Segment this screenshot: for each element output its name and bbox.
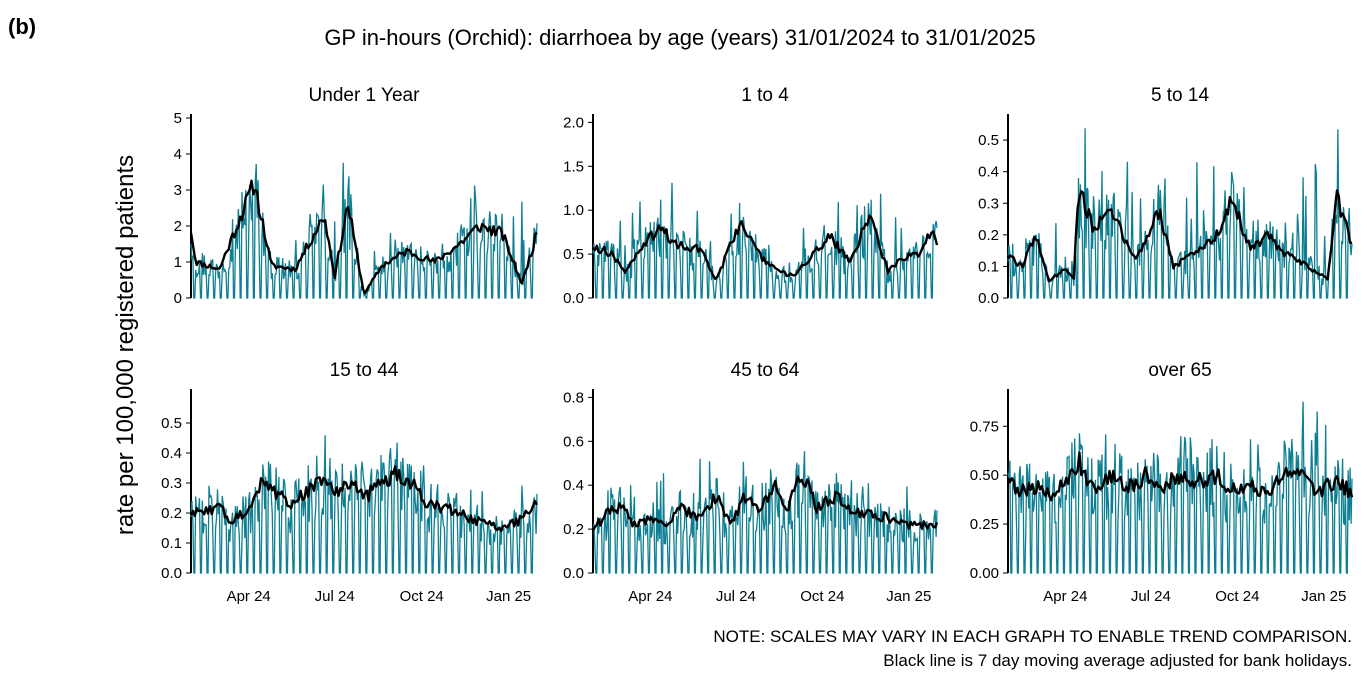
- y-tick-label: 0.0: [978, 290, 999, 307]
- x-tick-label: Jul 24: [716, 588, 756, 605]
- y-tick-label: 0.0: [161, 565, 182, 582]
- facet-panels: Under 1 Year 0 1 2 3 4 5 1 to 4 0.0 0.5 1.0 1.5 2.0 5…: [161, 85, 1354, 605]
- x-tick-label: Oct 24: [400, 588, 444, 605]
- y-tick-label: 0.4: [563, 477, 584, 494]
- x-tick-label: Jan 25: [886, 588, 931, 605]
- x-tick-label: Oct 24: [800, 588, 844, 605]
- y-tick-label: 0.1: [161, 535, 182, 552]
- y-tick-label: 0.2: [161, 505, 182, 522]
- daily-rate-line: [592, 182, 938, 299]
- y-tick-label: 0.4: [161, 445, 182, 462]
- y-tick-label: 0.5: [563, 246, 584, 263]
- x-tick-label: Jan 25: [1301, 588, 1346, 605]
- figure-panel-label: (b): [8, 14, 36, 39]
- y-tick-label: 0.50: [970, 467, 999, 484]
- x-tick-label: Apr 24: [628, 588, 672, 605]
- panel-1-to-4: 1 to 4 0.0 0.5 1.0 1.5 2.0: [563, 85, 939, 307]
- y-tick-label: 1.0: [563, 202, 584, 219]
- moving-average-line: [1006, 451, 1354, 502]
- y-tick-label: 0.3: [161, 475, 182, 492]
- panel-title: 1 to 4: [741, 85, 789, 106]
- moving-average-line: [189, 465, 539, 533]
- daily-rate-line: [190, 162, 538, 299]
- panel-title: over 65: [1148, 360, 1211, 381]
- x-tick-label: Apr 24: [1043, 588, 1087, 605]
- x-tick-label: Jul 24: [1131, 588, 1171, 605]
- y-tick-label: 0.00: [970, 565, 999, 582]
- y-tick-label: 1: [174, 254, 182, 271]
- moving-average-line: [592, 214, 939, 281]
- daily-rate-line: [1007, 128, 1353, 299]
- panel-under-1-year: Under 1 Year 0 1 2 3 4 5: [174, 85, 538, 307]
- moving-average-line: [591, 475, 939, 532]
- y-tick-label: 0.3: [978, 195, 999, 212]
- panel-title: 15 to 44: [330, 360, 399, 381]
- x-tick-label: Oct 24: [1215, 588, 1259, 605]
- moving-average-line: [1006, 189, 1353, 283]
- y-tick-label: 2.0: [563, 114, 584, 131]
- daily-rate-line: [190, 435, 538, 574]
- panel-5-to-14: 5 to 14 0.0 0.1 0.2 0.3 0.4 0.5: [978, 85, 1353, 307]
- panel-title: Under 1 Year: [309, 85, 421, 106]
- y-tick-label: 5: [174, 110, 182, 127]
- x-tick-label: Jan 25: [486, 588, 531, 605]
- y-tick-label: 0: [174, 290, 182, 307]
- y-tick-label: 0.5: [978, 132, 999, 149]
- y-tick-label: 0.6: [563, 433, 584, 450]
- panel-title: 45 to 64: [731, 360, 800, 381]
- y-axis-label: rate per 100,000 registered patients: [112, 155, 139, 535]
- y-tick-label: 0.4: [978, 164, 999, 181]
- chart-title: GP in-hours (Orchid): diarrhoea by age (…: [324, 25, 1035, 50]
- note-moving-average: Black line is 7 day moving average adjus…: [883, 651, 1352, 670]
- y-tick-label: 1.5: [563, 158, 584, 175]
- y-tick-label: 4: [174, 146, 182, 163]
- panel-title: 5 to 14: [1151, 85, 1210, 106]
- x-tick-label: Apr 24: [227, 588, 271, 605]
- y-tick-label: 3: [174, 182, 182, 199]
- y-tick-label: 0.75: [970, 418, 999, 435]
- y-tick-label: 0.1: [978, 258, 999, 275]
- moving-average-line: [189, 179, 538, 295]
- y-tick-label: 0.5: [161, 415, 182, 432]
- panel-over-65: over 65 0.00 0.25 0.50 0.75 Apr 24 Jul 24 Oct 2…: [970, 360, 1354, 605]
- note-scales: NOTE: SCALES MAY VARY IN EACH GRAPH TO E…: [713, 627, 1352, 646]
- panel-15-to-44: 15 to 44 0.0 0.1 0.2 0.3 0.4 0.5 Apr 24 Jul 24 Oc…: [161, 360, 539, 605]
- daily-rate-line: [592, 451, 938, 574]
- y-tick-label: 0.8: [563, 389, 584, 406]
- x-tick-label: Jul 24: [315, 588, 355, 605]
- y-tick-label: 0.2: [978, 227, 999, 244]
- y-tick-label: 0.25: [970, 516, 999, 533]
- y-tick-label: 0.0: [563, 290, 584, 307]
- y-tick-label: 0.0: [563, 565, 584, 582]
- panel-45-to-64: 45 to 64 0.0 0.2 0.4 0.6 0.8 Apr 24 Jul 24 Oct 2…: [563, 360, 939, 605]
- y-tick-label: 2: [174, 218, 182, 235]
- y-tick-label: 0.2: [563, 521, 584, 538]
- daily-rate-line: [1007, 401, 1353, 574]
